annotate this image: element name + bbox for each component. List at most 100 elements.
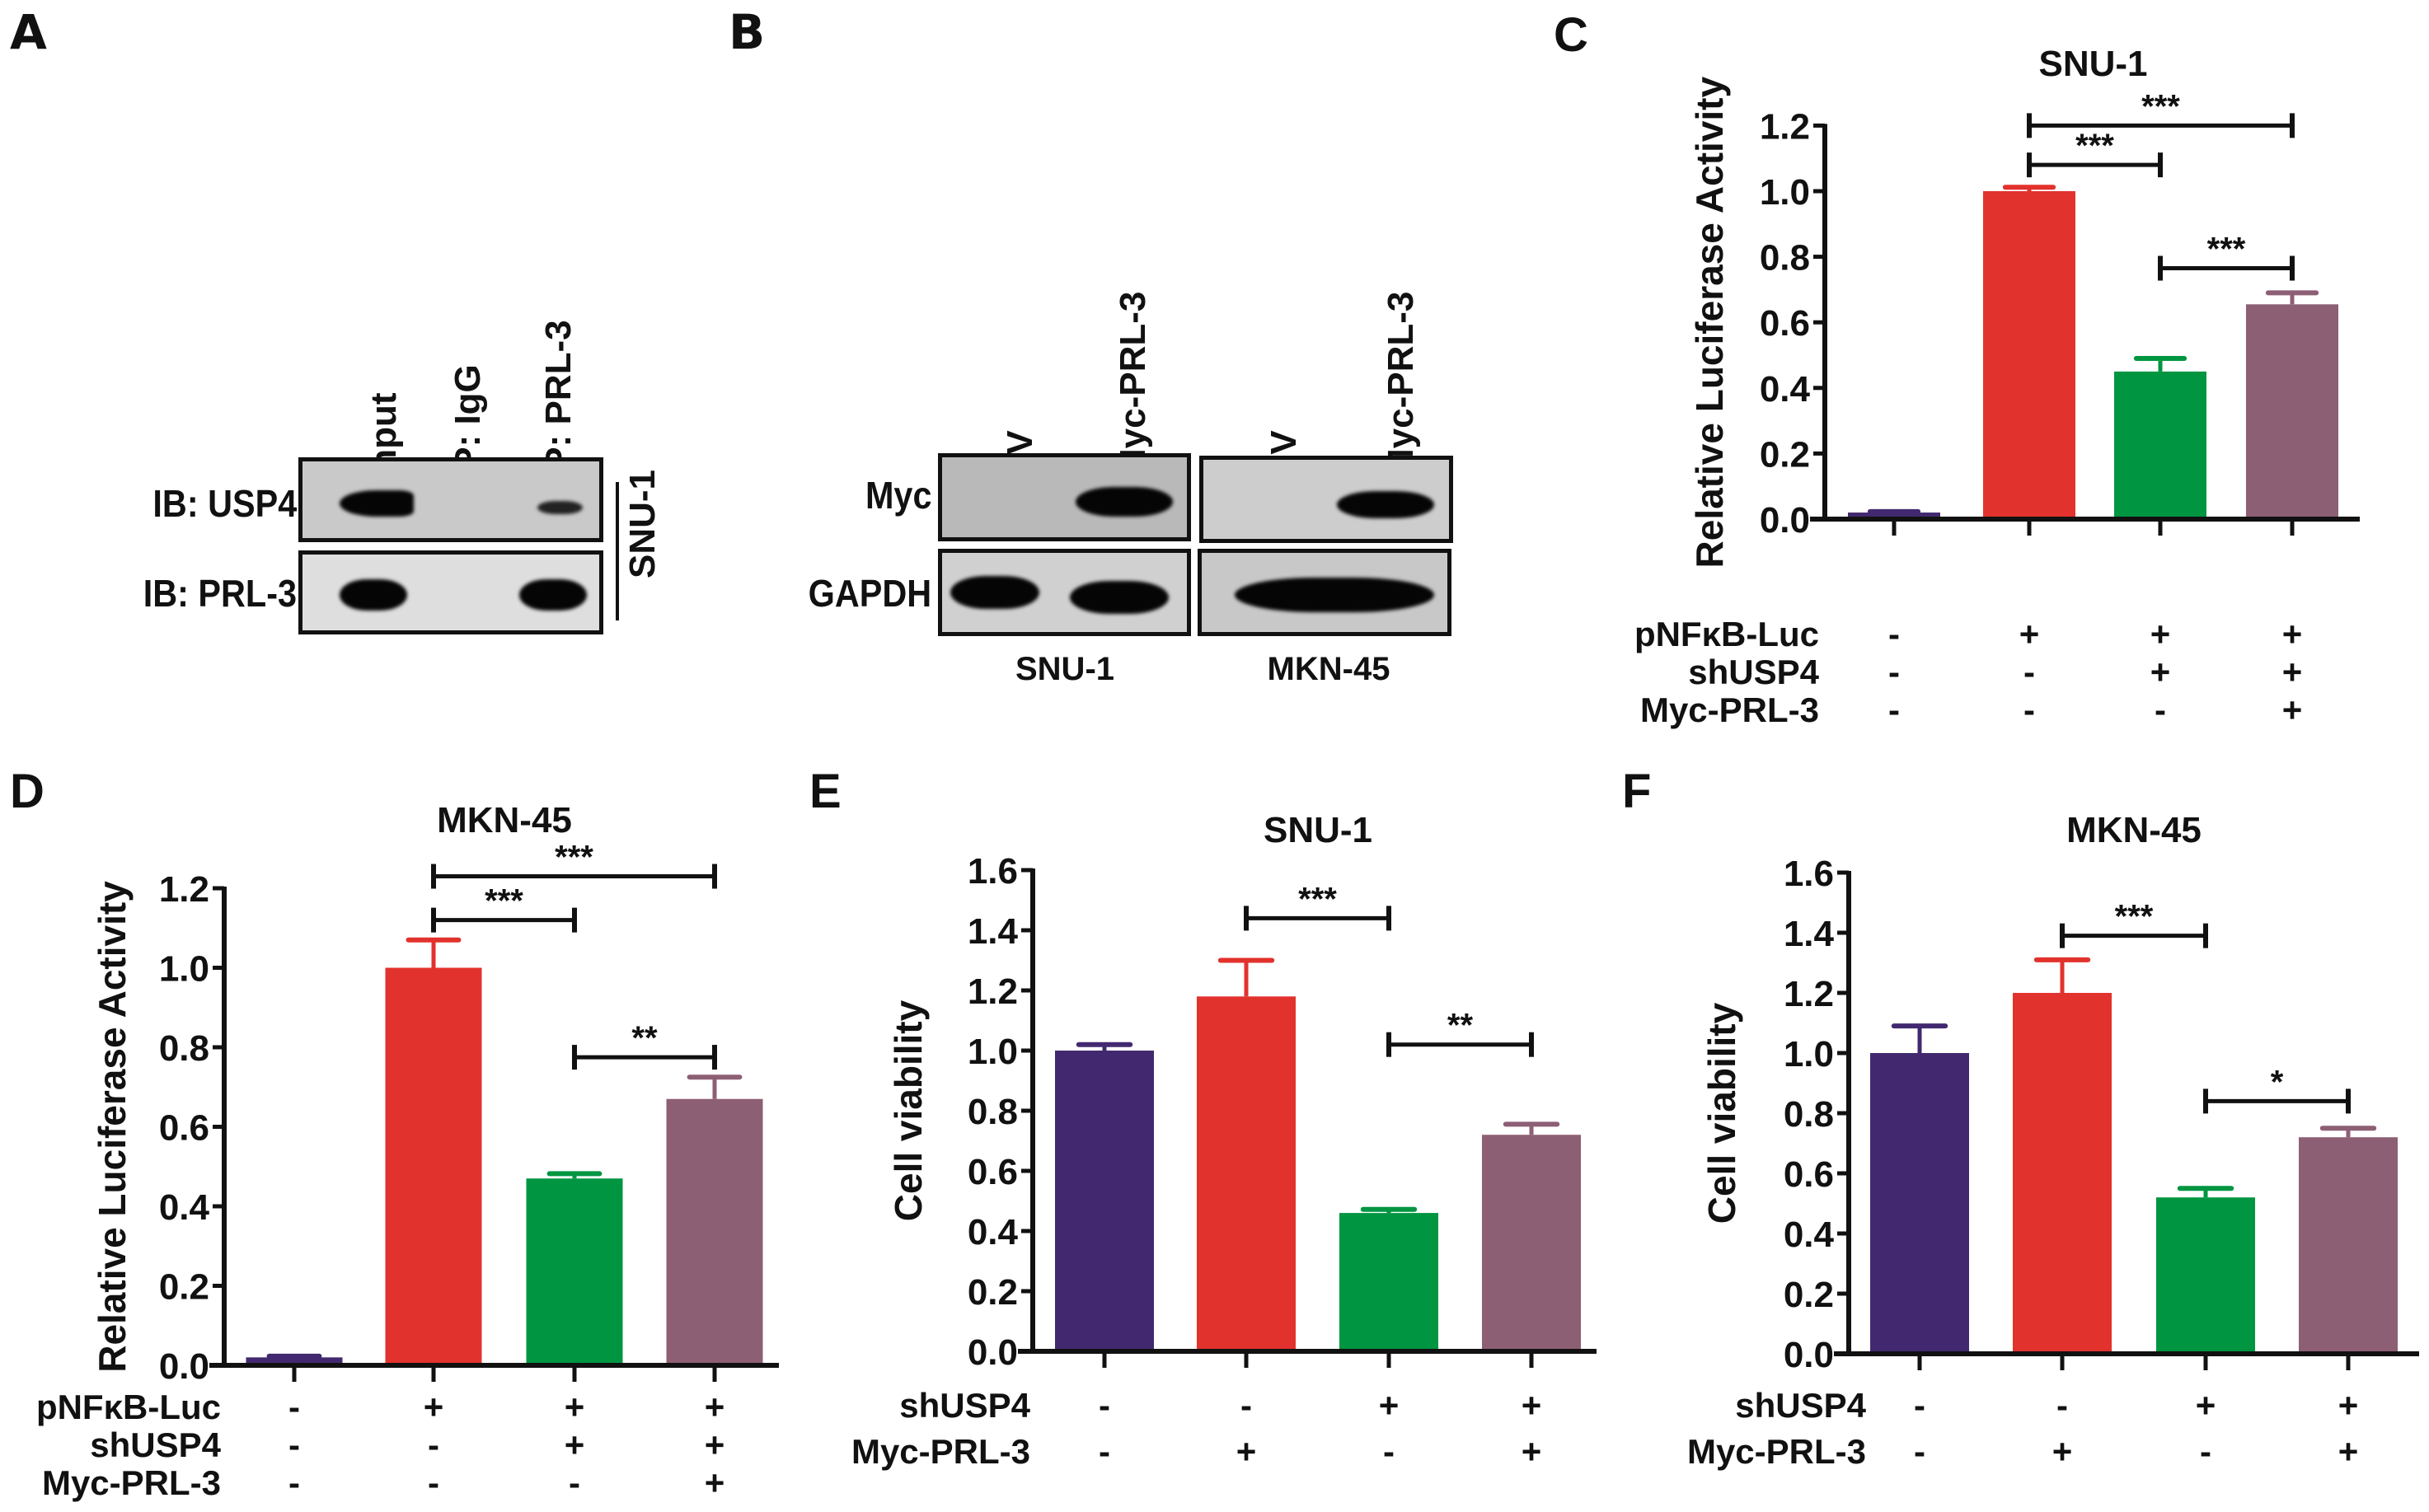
- y-tick-label: 0.4: [1784, 1215, 1835, 1255]
- panel-label-e: E: [809, 765, 842, 818]
- condition-mark: -: [428, 1425, 439, 1464]
- bar: [385, 967, 482, 1365]
- condition-mark: -: [288, 1388, 300, 1426]
- band-gapdh-snu1-ev: [950, 576, 1039, 609]
- y-tick-label: 0.4: [1760, 369, 1811, 410]
- band-myc-mkn45: [1337, 491, 1434, 518]
- y-tick-label: 1.0: [1784, 1034, 1834, 1074]
- condition-label: Myc-PRL-3: [1640, 690, 1819, 729]
- chart-title: SNU-1: [1264, 810, 1372, 850]
- significance-label: ***: [2075, 128, 2114, 164]
- blot-gapdh-mkn45: [1198, 549, 1451, 636]
- y-tick-label: 0.6: [1760, 303, 1810, 344]
- band-myc-snu1: [1076, 487, 1173, 517]
- band-gapdh-mkn45: [1235, 578, 1434, 612]
- condition-mark: +: [705, 1425, 725, 1464]
- y-tick-label: 1.2: [1760, 106, 1810, 147]
- chart-panel-e: E SNU-1 Cell viability 0.0 0.2 0.4 0.6 0.8 1.0 1.…: [809, 765, 1597, 1471]
- row-label-myc: Myc: [865, 474, 931, 517]
- condition-mark: +: [2150, 615, 2171, 653]
- blot-myc-snu1: [938, 453, 1191, 541]
- condition-mark: -: [569, 1463, 580, 1502]
- cell-line-bracket: [616, 482, 619, 620]
- condition-mark: +: [705, 1388, 725, 1426]
- y-tick-label: 1.2: [159, 869, 209, 910]
- condition-label: pNFκB-Luc: [36, 1388, 221, 1426]
- condition-mark: +: [2282, 653, 2303, 691]
- bar: [526, 1178, 623, 1365]
- y-axis-label: Relative Luciferase Activity: [1688, 77, 1731, 569]
- bar: [666, 1098, 763, 1365]
- bar: [1055, 1051, 1154, 1351]
- condition-mark: +: [1379, 1386, 1400, 1425]
- chart-title: MKN-45: [2066, 810, 2202, 850]
- condition-label: shUSP4: [90, 1425, 221, 1464]
- condition-mark: -: [2200, 1432, 2211, 1471]
- band-usp4-input: [340, 490, 414, 517]
- y-tick-label: 0.6: [159, 1108, 209, 1149]
- y-axis-label: Cell viability: [887, 999, 930, 1221]
- y-tick-label: 1.2: [1784, 974, 1834, 1014]
- condition-label: Myc-PRL-3: [851, 1432, 1030, 1471]
- bar: [1983, 191, 2075, 519]
- row-label-gapdh: GAPDH: [808, 572, 931, 615]
- significance-label: **: [631, 1020, 658, 1056]
- y-tick-label: 0.2: [1784, 1275, 1834, 1315]
- condition-mark: -: [1914, 1386, 1925, 1425]
- y-tick-label: 1.4: [968, 911, 1019, 952]
- condition-label: Myc-PRL-3: [42, 1463, 221, 1502]
- panel-label-a: A: [10, 4, 47, 60]
- bar: [2299, 1137, 2398, 1354]
- panel-label-b: B: [729, 4, 766, 60]
- condition-mark: -: [288, 1463, 300, 1502]
- row-label-ib-prl3: IB: PRL-3: [143, 572, 297, 615]
- y-tick-label: 0.0: [1784, 1335, 1834, 1375]
- bar: [2156, 1197, 2255, 1354]
- chart-title: SNU-1: [2038, 44, 2147, 84]
- y-tick-label: 1.6: [968, 851, 1018, 892]
- row-label-ib-usp4: IB: USP4: [152, 482, 297, 525]
- significance-label: ***: [2115, 899, 2154, 935]
- significance-label: *: [2271, 1064, 2284, 1100]
- band-prl3-input: [340, 579, 407, 611]
- y-tick-label: 0.0: [1760, 500, 1810, 541]
- cell-line-label-snu1-b: SNU-1: [1015, 651, 1115, 687]
- bar: [1482, 1135, 1581, 1351]
- condition-mark: +: [565, 1425, 585, 1464]
- condition-mark: +: [2150, 653, 2171, 691]
- y-axis-label: Relative Luciferase Activity: [91, 881, 134, 1373]
- blot-gapdh-snu1: [938, 549, 1191, 636]
- condition-mark: +: [2019, 615, 2040, 653]
- condition-mark: +: [424, 1388, 444, 1426]
- y-tick-label: 0.0: [968, 1332, 1018, 1373]
- y-tick-label: 0.8: [1760, 238, 1810, 279]
- y-tick-label: 0.2: [159, 1267, 209, 1308]
- condition-mark: -: [1099, 1432, 1110, 1471]
- y-tick-label: 1.0: [159, 949, 209, 990]
- y-tick-label: 1.4: [1784, 914, 1835, 954]
- condition-label: shUSP4: [899, 1386, 1030, 1425]
- condition-mark: +: [565, 1388, 585, 1426]
- condition-mark: -: [1888, 653, 1900, 691]
- significance-label: ***: [1298, 881, 1337, 917]
- chart-title: MKN-45: [437, 800, 572, 840]
- bar: [2013, 993, 2112, 1354]
- condition-mark: +: [1522, 1432, 1542, 1471]
- y-tick-label: 0.0: [159, 1346, 209, 1387]
- condition-label: pNFκB-Luc: [1634, 615, 1819, 653]
- condition-mark: -: [1383, 1432, 1395, 1471]
- y-axis-label: Cell viability: [1700, 1002, 1743, 1224]
- chart-panel-d: D MKN-45 Relative Luciferase Activity 0.0 0.…: [10, 765, 779, 1502]
- y-tick-label: 0.4: [968, 1212, 1019, 1252]
- condition-mark: +: [1522, 1386, 1542, 1425]
- significance-label: ***: [2141, 88, 2180, 124]
- y-tick-label: 1.6: [1784, 854, 1834, 894]
- condition-mark: +: [2052, 1432, 2073, 1471]
- condition-mark: -: [1914, 1432, 1925, 1471]
- y-tick-label: 0.8: [968, 1092, 1018, 1132]
- blot-usp4: [298, 457, 603, 542]
- band-prl3-ip-prl3: [519, 579, 587, 611]
- chart-panel-c: C SNU-1 Relative Luciferase Activity 0.0 0.2…: [1554, 8, 2360, 729]
- y-tick-label: 0.4: [159, 1187, 210, 1228]
